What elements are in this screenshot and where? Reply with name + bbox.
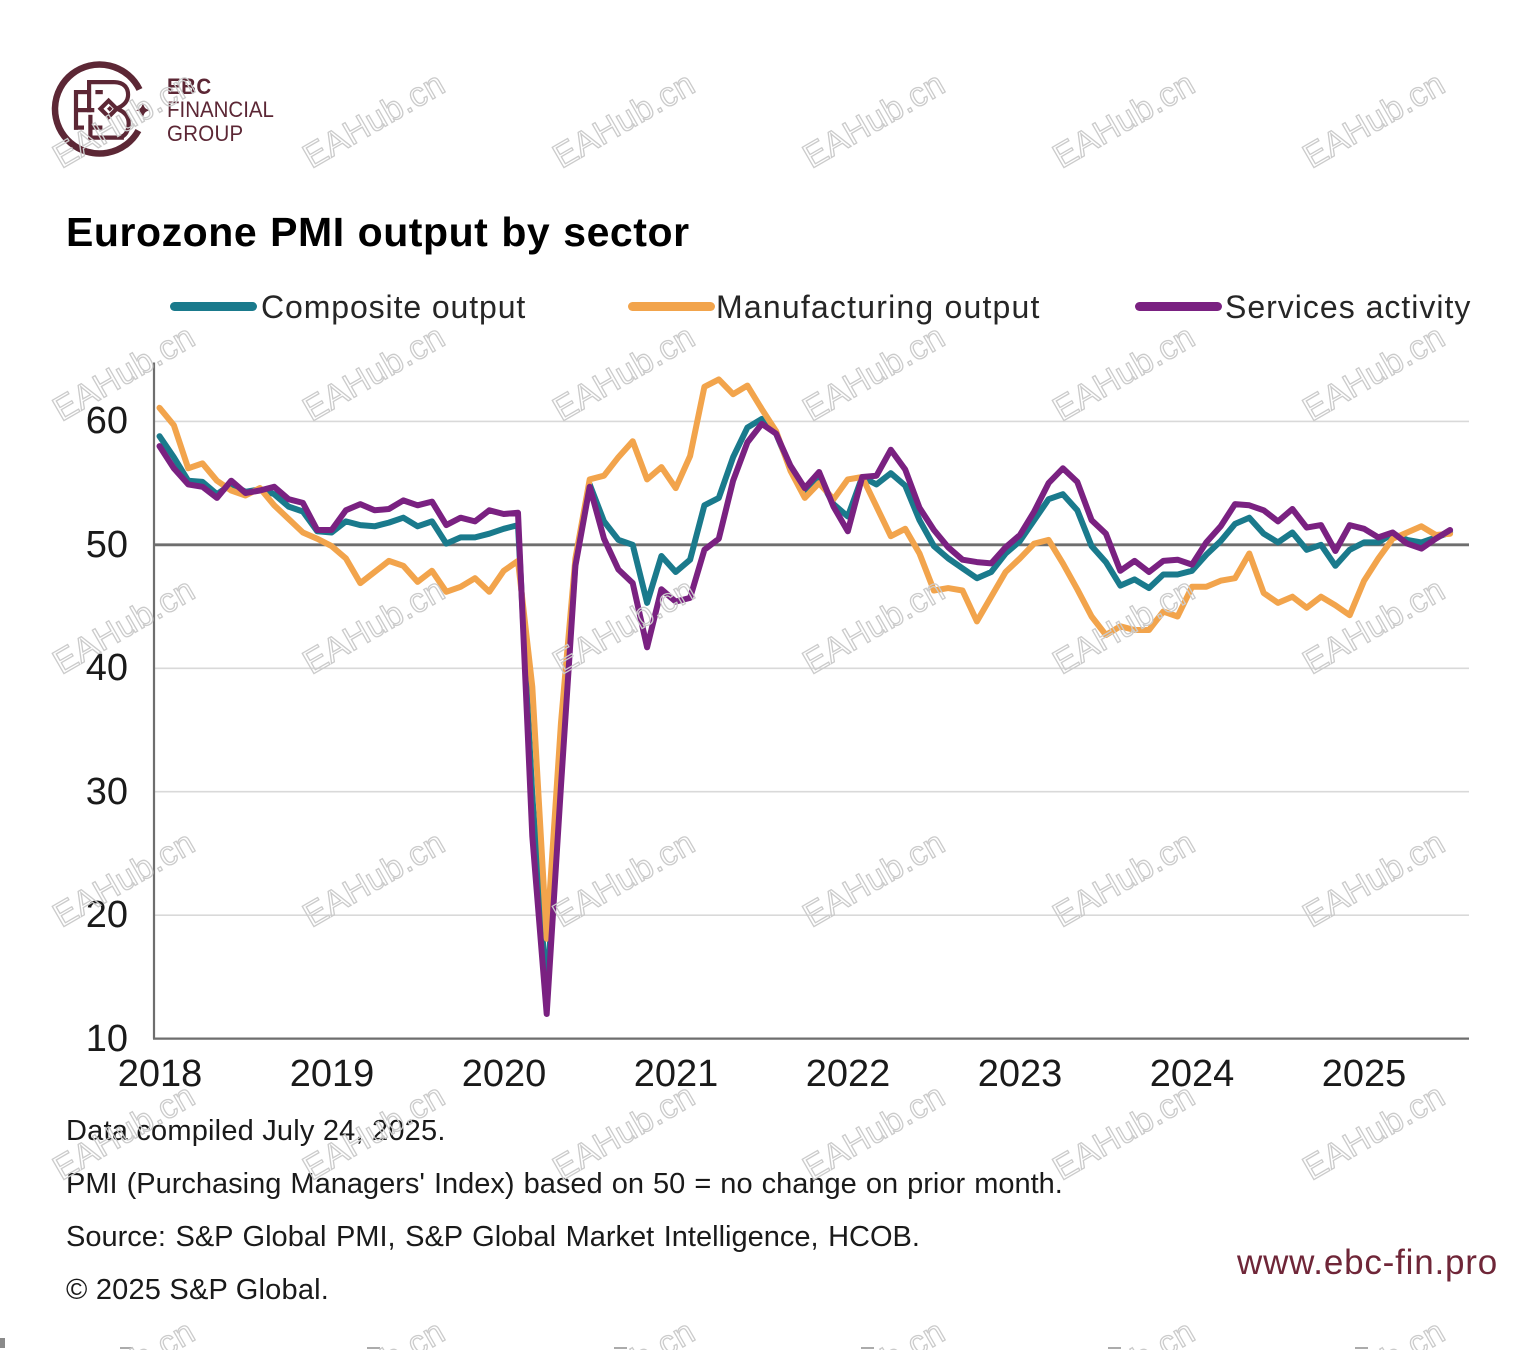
svg-text:EAHub.cn: EAHub.cn xyxy=(1296,1313,1451,1350)
svg-text:EAHub.cn: EAHub.cn xyxy=(296,1313,451,1350)
svg-text:EAHub.cn: EAHub.cn xyxy=(796,1077,951,1188)
svg-text:EAHub.cn: EAHub.cn xyxy=(1046,1313,1201,1350)
svg-text:EAHub.cn: EAHub.cn xyxy=(296,1077,451,1188)
svg-text:EAHub.cn: EAHub.cn xyxy=(546,1077,701,1188)
svg-text:EAHub.cn: EAHub.cn xyxy=(546,1313,701,1350)
svg-text:EAHub.cn: EAHub.cn xyxy=(546,824,701,935)
svg-text:EAHub.cn: EAHub.cn xyxy=(46,824,201,935)
svg-text:EAHub.cn: EAHub.cn xyxy=(296,571,451,682)
svg-text:EAHub.cn: EAHub.cn xyxy=(796,318,951,429)
svg-text:EAHub.cn: EAHub.cn xyxy=(1046,1077,1201,1188)
svg-text:EAHub.cn: EAHub.cn xyxy=(1046,318,1201,429)
svg-text:EAHub.cn: EAHub.cn xyxy=(46,571,201,682)
svg-text:EAHub.cn: EAHub.cn xyxy=(796,1313,951,1350)
svg-text:EAHub.cn: EAHub.cn xyxy=(1296,571,1451,682)
svg-text:EAHub.cn: EAHub.cn xyxy=(296,318,451,429)
svg-text:EAHub.cn: EAHub.cn xyxy=(546,318,701,429)
svg-text:EAHub.cn: EAHub.cn xyxy=(46,1313,201,1350)
svg-text:EAHub.cn: EAHub.cn xyxy=(1296,65,1451,176)
svg-text:EAHub.cn: EAHub.cn xyxy=(296,65,451,176)
svg-text:EAHub.cn: EAHub.cn xyxy=(796,65,951,176)
svg-text:EAHub.cn: EAHub.cn xyxy=(296,824,451,935)
svg-text:EAHub.cn: EAHub.cn xyxy=(1296,1077,1451,1188)
svg-text:EAHub.cn: EAHub.cn xyxy=(796,571,951,682)
svg-text:EAHub.cn: EAHub.cn xyxy=(46,318,201,429)
svg-text:EAHub.cn: EAHub.cn xyxy=(1296,318,1451,429)
svg-text:EAHub.cn: EAHub.cn xyxy=(546,571,701,682)
svg-text:EAHub.cn: EAHub.cn xyxy=(46,65,201,176)
svg-text:EAHub.cn: EAHub.cn xyxy=(1046,824,1201,935)
svg-text:EAHub.cn: EAHub.cn xyxy=(1046,65,1201,176)
svg-text:EAHub.cn: EAHub.cn xyxy=(46,1077,201,1188)
svg-text:EAHub.cn: EAHub.cn xyxy=(1046,571,1201,682)
svg-text:EAHub.cn: EAHub.cn xyxy=(796,824,951,935)
svg-text:EAHub.cn: EAHub.cn xyxy=(546,65,701,176)
svg-text:EAHub.cn: EAHub.cn xyxy=(1296,824,1451,935)
